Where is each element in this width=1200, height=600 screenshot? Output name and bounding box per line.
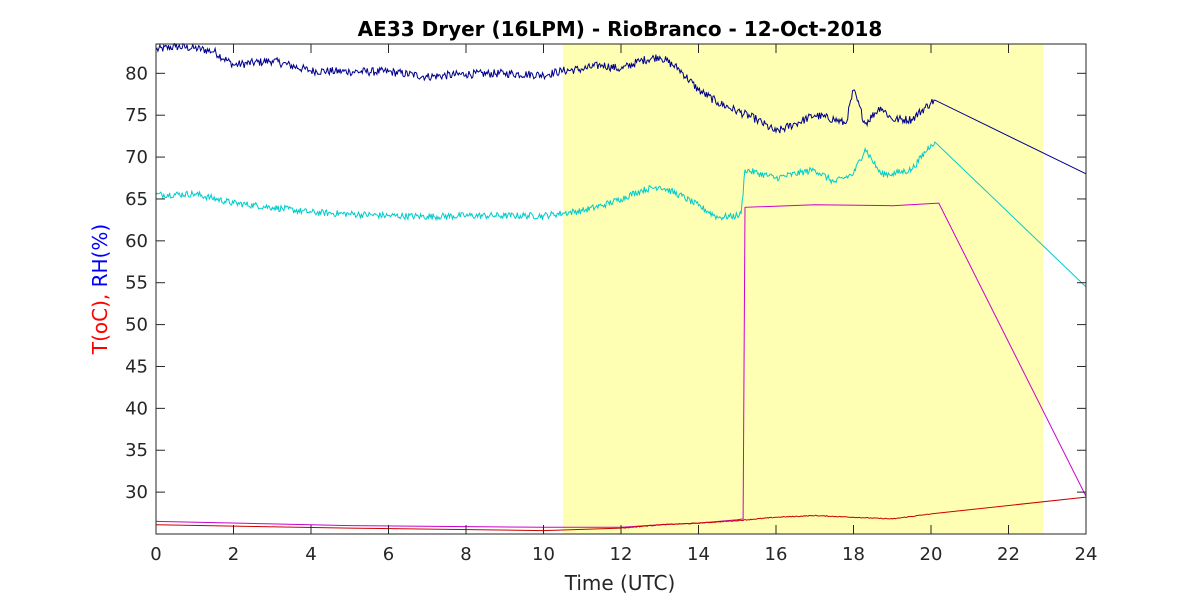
y-axis-label-humidity: RH(%) — [88, 224, 112, 288]
chart-title: AE33 Dryer (16LPM) - RioBranco - 12-Oct-… — [358, 17, 883, 41]
y-tick-label: 60 — [125, 231, 148, 252]
highlight-layer — [562, 44, 1044, 534]
series-layer — [155, 42, 1087, 532]
x-tick-label: 14 — [687, 544, 710, 565]
y-tick-label: 30 — [125, 482, 148, 503]
x-tick-label: 4 — [305, 544, 316, 565]
x-tick-label: 6 — [383, 544, 394, 565]
y-tick-label: 80 — [125, 63, 148, 84]
x-tick-label: 2 — [228, 544, 239, 565]
x-axis-label: Time (UTC) — [564, 571, 676, 595]
x-tick-label: 0 — [150, 544, 161, 565]
series-line-0 — [155, 42, 1087, 175]
x-tick-label: 10 — [532, 544, 555, 565]
y-ticks: 30 35 40 45 50 55 60 65 70 75 80 — [125, 63, 1086, 503]
x-tick-label: 22 — [997, 544, 1020, 565]
x-tick-label: 18 — [842, 544, 865, 565]
highlight-span — [562, 44, 1044, 534]
y-tick-label: 70 — [125, 147, 148, 168]
x-tick-label: 16 — [765, 544, 788, 565]
y-axis-label-temperature: T(oC), — [88, 287, 112, 355]
x-tick-label: 12 — [610, 544, 633, 565]
x-tick-label: 24 — [1075, 544, 1098, 565]
y-tick-label: 50 — [125, 315, 148, 336]
y-tick-label: 55 — [125, 273, 148, 294]
x-ticks: 0 2 4 6 8 10 12 14 16 18 20 22 24 — [150, 44, 1097, 565]
y-tick-label: 40 — [125, 398, 148, 419]
y-tick-label: 75 — [125, 105, 148, 126]
x-tick-label: 20 — [920, 544, 943, 565]
y-tick-label: 45 — [125, 356, 148, 377]
series-line-3 — [155, 496, 1087, 532]
y-tick-label: 65 — [125, 189, 148, 210]
x-tick-label: 8 — [460, 544, 471, 565]
y-axis-label: T(oC), RH(%) — [88, 224, 112, 355]
y-tick-label: 35 — [125, 440, 148, 461]
series-line-1 — [155, 141, 1087, 288]
